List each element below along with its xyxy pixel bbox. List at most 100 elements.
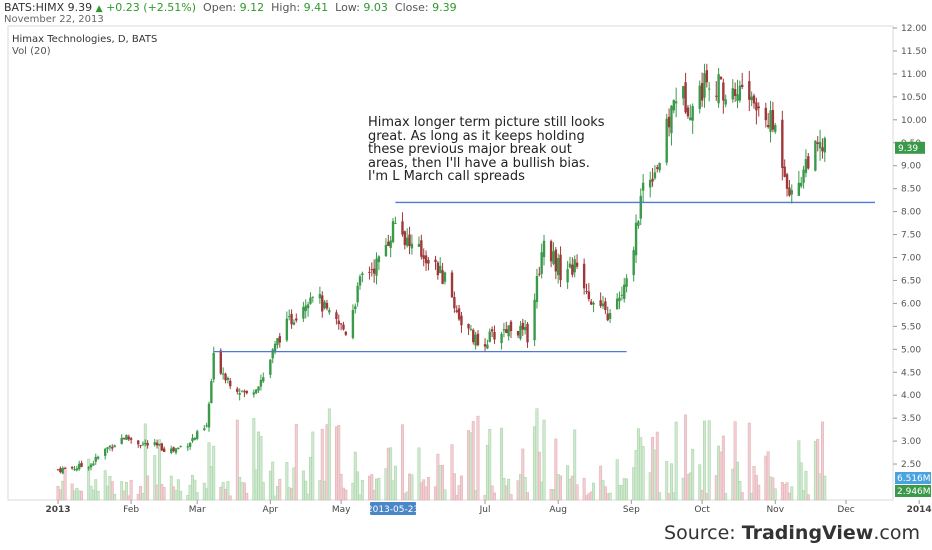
candle-body — [290, 313, 293, 325]
volume-bar — [684, 414, 688, 501]
candle-body — [155, 442, 159, 446]
volume-bar — [618, 485, 621, 501]
candle-body — [219, 350, 222, 374]
candle-body — [309, 297, 312, 304]
candle-body — [715, 95, 718, 97]
candle-body — [823, 138, 826, 153]
volume-bar — [75, 488, 79, 501]
candle-body — [554, 249, 558, 272]
candle-body — [108, 445, 112, 448]
y-tick-label: 3.50 — [901, 414, 921, 424]
volume-bar — [452, 473, 456, 501]
candle-body — [129, 438, 133, 440]
source-brand: TradingView — [741, 522, 874, 544]
candle-body — [700, 83, 704, 101]
y-tick-label: 10.00 — [901, 116, 927, 126]
volume-bar — [143, 423, 147, 501]
candle-body — [170, 448, 173, 453]
low-label: Low: — [335, 1, 360, 14]
volume-bar — [582, 478, 586, 501]
volume-bar — [70, 483, 74, 501]
volume-bar — [320, 428, 324, 501]
volume-bar — [471, 421, 475, 501]
candle-body — [656, 167, 659, 169]
candle-body — [639, 195, 642, 219]
volume-bar — [186, 495, 190, 501]
candle-body — [549, 241, 553, 262]
candle-body — [689, 117, 692, 121]
y-tick-label: 4.50 — [901, 368, 921, 378]
volume-bar — [436, 453, 440, 501]
candle-body — [590, 301, 593, 305]
candle-body — [318, 293, 322, 299]
volume-bar — [632, 467, 636, 501]
volume-bar — [806, 494, 810, 501]
volume-bar — [122, 490, 126, 501]
candle-body — [339, 323, 343, 325]
volume-bar — [108, 476, 112, 501]
volume-bar — [278, 478, 282, 501]
volume-bar — [816, 439, 820, 501]
volume-bar — [405, 491, 409, 501]
candle-body — [56, 469, 60, 471]
candle-body — [540, 252, 543, 274]
candle-body — [686, 107, 690, 117]
volume-bar — [311, 431, 315, 501]
volume-bar — [384, 468, 388, 501]
volume-bar — [351, 482, 355, 501]
x-tick-label: Apr — [263, 505, 279, 515]
candle-body — [490, 329, 494, 332]
candle-body — [391, 221, 395, 243]
volume-bar — [141, 493, 145, 501]
candle-body — [285, 318, 289, 341]
volume-bar — [573, 429, 577, 501]
volume-bar — [507, 478, 511, 501]
volume-bar — [443, 489, 447, 501]
candle-body — [424, 255, 428, 264]
volume-bar — [766, 451, 770, 501]
volume-bar — [367, 475, 371, 501]
volume-bar — [474, 490, 478, 501]
candle-body — [295, 318, 298, 321]
volume-bar — [674, 421, 678, 501]
volume-bar — [476, 415, 480, 501]
candle-body — [92, 463, 95, 466]
candle-body — [344, 331, 348, 335]
volume-bar — [467, 430, 470, 501]
candle-body — [354, 306, 357, 310]
volume-bar — [424, 486, 428, 501]
candle-body — [450, 272, 454, 298]
candle-body — [509, 321, 513, 332]
high-value: 9.41 — [303, 1, 329, 14]
volume-bar — [226, 481, 230, 501]
volume-bar — [570, 475, 574, 501]
volume-bar — [327, 408, 331, 501]
x-tick-label: Nov — [766, 505, 784, 515]
candle-body — [384, 244, 388, 257]
volume-bar — [273, 495, 277, 501]
candle-body — [229, 380, 232, 387]
volume-bar — [294, 424, 298, 501]
candle-body — [271, 349, 274, 359]
candle-body — [698, 85, 701, 109]
volume-bar — [700, 489, 704, 501]
volume-bar — [698, 464, 702, 501]
candle-body — [731, 88, 734, 100]
volume-bar — [667, 493, 671, 501]
volume-bar — [738, 481, 742, 501]
candle-body — [807, 156, 810, 169]
volume-bar — [469, 432, 473, 501]
candle-body — [96, 456, 100, 459]
volume-bar — [740, 492, 744, 501]
candle-body — [571, 264, 574, 275]
candle-body — [221, 373, 225, 375]
candle-body — [288, 316, 291, 318]
volume-bar — [736, 461, 739, 501]
candle-body — [816, 142, 819, 144]
volume-bar — [783, 484, 787, 501]
candle-body — [741, 84, 744, 88]
volume-bar — [820, 421, 824, 501]
candle-body — [177, 447, 180, 450]
volume-bar — [179, 490, 183, 501]
